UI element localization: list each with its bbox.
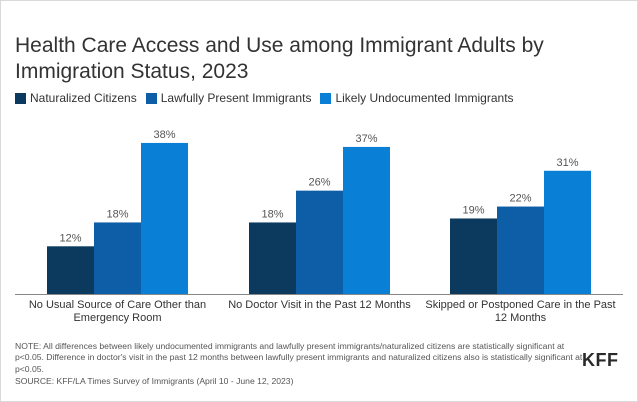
bar-undocumented-cat1 (141, 142, 188, 294)
chart-title: Health Care Access and Use among Immigra… (15, 34, 544, 83)
category-label-1-line1: No Usual Source of Care Other than (29, 299, 206, 311)
legend-label-naturalized: Naturalized Citizens (30, 91, 137, 105)
legend-swatch-lawfully-present (145, 92, 157, 104)
legend-label-undocumented: Likely Undocumented Immigrants (335, 91, 514, 105)
kff-logo: KFF (582, 350, 619, 370)
data-label-lawfully-present-cat1: 18% (106, 208, 128, 220)
source-line: SOURCE: KFF/LA Times Survey of Immigrant… (15, 376, 294, 386)
footnote: NOTE: All differences between likely und… (15, 341, 583, 374)
bar-undocumented-cat3 (544, 170, 591, 294)
legend-swatch-naturalized (15, 92, 26, 104)
bar-naturalized-cat1 (47, 246, 94, 294)
category-label-1-line2: Emergency Room (73, 312, 161, 324)
data-label-naturalized-cat3: 19% (462, 204, 484, 216)
bar-lawfully-present-cat3 (497, 206, 544, 294)
data-label-undocumented-cat2: 37% (355, 133, 377, 145)
legend-item-lawfully-present: Lawfully Present Immigrants (145, 91, 312, 105)
data-label-undocumented-cat3: 31% (556, 157, 578, 169)
bar-lawfully-present-cat1 (94, 222, 141, 294)
data-label-lawfully-present-cat2: 26% (308, 177, 330, 189)
bar-naturalized-cat3 (450, 218, 497, 294)
data-label-naturalized-cat1: 12% (59, 232, 81, 244)
legend-swatch-undocumented (320, 92, 332, 104)
data-label-naturalized-cat2: 18% (261, 208, 283, 220)
legend-item-undocumented: Likely Undocumented Immigrants (320, 91, 514, 105)
legend: Naturalized Citizens Lawfully Present Im… (15, 91, 523, 105)
bar-naturalized-cat2 (249, 222, 296, 294)
legend-label-lawfully-present: Lawfully Present Immigrants (160, 91, 312, 105)
category-label-3-line2: 12 Months (495, 312, 547, 324)
category-label-3-line1: Skipped or Postponed Care in the Past (425, 299, 615, 311)
bar-undocumented-cat2 (343, 146, 390, 294)
data-label-lawfully-present-cat3: 22% (509, 193, 531, 205)
category-label-2-line1: No Doctor Visit in the Past 12 Months (228, 299, 411, 311)
data-label-undocumented-cat1: 38% (153, 129, 175, 141)
legend-item-naturalized: Naturalized Citizens (15, 91, 137, 105)
bar-lawfully-present-cat2 (296, 190, 343, 294)
